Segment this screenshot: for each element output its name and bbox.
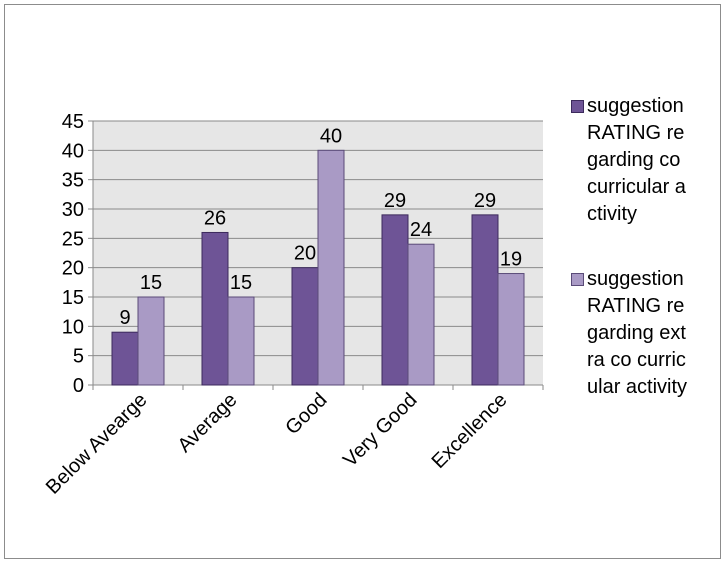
- data-label: 9: [119, 307, 130, 329]
- bar: [227, 296, 255, 386]
- data-label: 40: [320, 125, 342, 147]
- y-tick-label: 10: [62, 316, 84, 338]
- y-tick-label: 20: [62, 258, 84, 280]
- legend-swatch-series-2: [571, 273, 584, 286]
- chart-frame: 0 5 10 15 20 25 30 35 40 45 9 15 Below Avearge 26 15 Av…: [4, 4, 721, 559]
- legend-label-series-1: suggestion RATING regarding co curricula…: [587, 95, 686, 225]
- bar-chart: 0 5 10 15 20 25 30 35 40 45 9 15 Below Avearge 26 15 Av…: [42, 111, 544, 499]
- x-tick-label: Good: [281, 389, 331, 439]
- data-label: 24: [410, 219, 432, 241]
- bar: [497, 273, 525, 386]
- y-tick-label: 5: [73, 346, 84, 368]
- y-tick-label: 30: [62, 199, 84, 221]
- data-label: 29: [474, 190, 496, 212]
- y-tick-label: 40: [62, 140, 84, 162]
- bar: [407, 243, 435, 386]
- x-tick-label: Below Avearge: [42, 389, 152, 499]
- legend-entry-series-2: suggestion RATING regarding extra co cur…: [571, 266, 721, 401]
- data-label: 19: [500, 249, 522, 271]
- legend: suggestion RATING regarding co curricula…: [571, 93, 721, 439]
- legend-entry-series-1: suggestion RATING regarding co curricula…: [571, 93, 721, 228]
- data-label: 29: [384, 190, 406, 212]
- y-tick-label: 45: [62, 111, 84, 133]
- bar: [317, 149, 345, 386]
- bar: [471, 214, 499, 386]
- x-tick-label: Excellence: [428, 389, 512, 473]
- data-label: 20: [294, 243, 316, 265]
- y-tick-label: 35: [62, 170, 84, 192]
- data-label: 15: [140, 272, 162, 294]
- bar: [291, 267, 319, 386]
- y-tick-label: 25: [62, 228, 84, 250]
- bar: [137, 296, 165, 386]
- data-label: 26: [204, 207, 226, 229]
- data-label: 15: [230, 272, 252, 294]
- legend-label-series-2: suggestion RATING regarding extra co cur…: [587, 268, 688, 398]
- bar: [201, 231, 229, 386]
- y-tick-label: 15: [62, 287, 84, 309]
- x-tick-label: Average: [174, 389, 242, 457]
- y-tick-label: 0: [73, 375, 84, 397]
- x-tick-label: Very Good: [339, 389, 421, 471]
- bar: [111, 331, 139, 386]
- legend-swatch-series-1: [571, 100, 584, 113]
- bar: [381, 214, 409, 386]
